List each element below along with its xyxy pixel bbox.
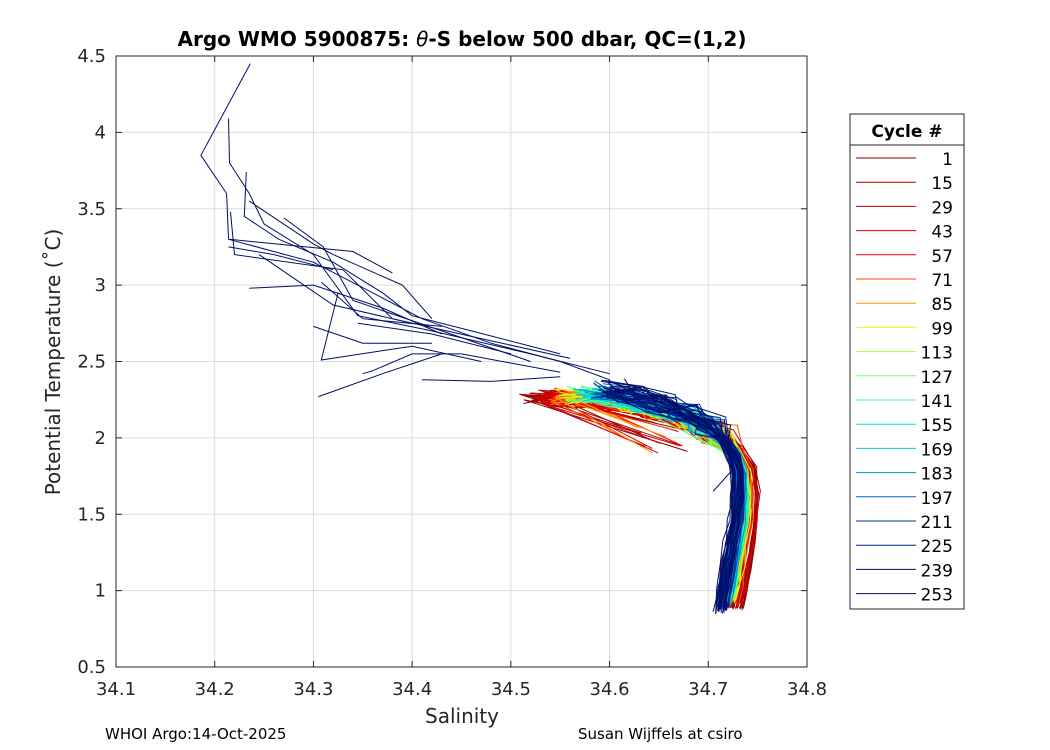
y-tick-label: 4 (95, 122, 106, 143)
x-tick-label: 34.3 (293, 679, 333, 700)
legend-label-197: 197 (921, 489, 953, 509)
y-axis-label: Potential Temperature (˚C) (41, 229, 65, 496)
profile-lines (200, 63, 761, 614)
title-suffix: -S below 500 dbar, QC=(1,2) (428, 27, 746, 51)
profile-line-cycle-225 (608, 382, 745, 608)
y-tick-label: 3.5 (77, 199, 106, 220)
legend-label-99: 99 (931, 319, 953, 339)
legend-title: Cycle # (871, 122, 942, 142)
legend-label-43: 43 (931, 223, 953, 243)
title-prefix: Argo WMO 5900875: (178, 27, 417, 51)
x-tick-label: 34.8 (787, 679, 827, 700)
profile-line-upper (357, 322, 512, 355)
profile-line-cycle-253 (607, 380, 743, 611)
profile-line-upper (249, 200, 433, 320)
x-tick-label: 34.6 (590, 679, 630, 700)
axes-frame (115, 55, 808, 668)
profile-line-upper (320, 281, 442, 327)
legend-label-141: 141 (921, 392, 953, 412)
footer-credit-left: WHOI Argo:14-Oct-2025 (105, 725, 287, 743)
y-tick-label: 4.5 (77, 46, 106, 67)
legend-label-1: 1 (942, 150, 953, 170)
legend-label-211: 211 (921, 513, 953, 533)
legend-label-71: 71 (931, 271, 953, 291)
x-axis-label: Salinity (425, 704, 499, 728)
profile-line-upper (258, 254, 413, 324)
x-tick-label: 34.2 (195, 679, 235, 700)
y-tick-label: 3 (95, 275, 106, 296)
footer-credit-right: Susan Wijffels at csiro (578, 725, 743, 743)
profile-line-upper (318, 353, 442, 398)
profile-line-upper (228, 118, 610, 375)
legend-label-183: 183 (921, 465, 953, 485)
profile-line-cycle-239 (608, 386, 737, 613)
legend-label-85: 85 (931, 295, 953, 315)
profile-line-upper (313, 325, 432, 344)
y-tick-label: 1.5 (77, 504, 106, 525)
legend-label-225: 225 (921, 537, 953, 557)
profile-line-upper (243, 172, 561, 355)
legend: Cycle #1 15 29 43 57 71 85 99 113 127 141 155 169 183… (849, 113, 965, 610)
x-tick-label: 34.4 (392, 679, 432, 700)
profile-line-cycle-253 (610, 386, 741, 610)
profile-line-upper (229, 238, 393, 274)
profile-line-cycle-253 (601, 380, 743, 614)
profile-line-upper (283, 217, 531, 362)
legend-label-29: 29 (931, 198, 953, 218)
legend-label-169: 169 (921, 440, 953, 460)
legend-label-253: 253 (921, 586, 953, 606)
profile-line-cycle-253 (605, 379, 734, 614)
x-tick-label: 34.7 (688, 679, 728, 700)
legend-label-127: 127 (921, 368, 953, 388)
title-theta-symbol: θ (416, 27, 428, 51)
y-tick-label: 2 (95, 428, 106, 449)
profile-line-upper (249, 284, 443, 335)
legend-box (849, 113, 965, 610)
y-tick-label: 1 (95, 581, 106, 602)
profile-line-upper (421, 376, 561, 382)
chart-title: Argo WMO 5900875: θ-S below 500 dbar, QC… (178, 27, 747, 51)
legend-label-57: 57 (931, 247, 953, 267)
y-tick-label: 2.5 (77, 352, 106, 373)
profile-line-upper (712, 471, 732, 492)
legend-label-15: 15 (931, 174, 953, 194)
x-tick-label: 34.1 (96, 679, 136, 700)
legend-label-113: 113 (921, 344, 953, 364)
y-tick-label: 0.5 (77, 657, 106, 678)
x-tick-label: 34.5 (491, 679, 531, 700)
plot-area: 34.1 34.2 34.3 34.4 34.5 34.6 34.7 34.80.511.52… (77, 46, 827, 700)
legend-label-155: 155 (921, 416, 953, 436)
profile-line-cycle-253 (602, 386, 736, 614)
profile-line-upper (362, 353, 561, 375)
legend-label-239: 239 (921, 561, 953, 581)
profile-line-upper (228, 246, 334, 271)
